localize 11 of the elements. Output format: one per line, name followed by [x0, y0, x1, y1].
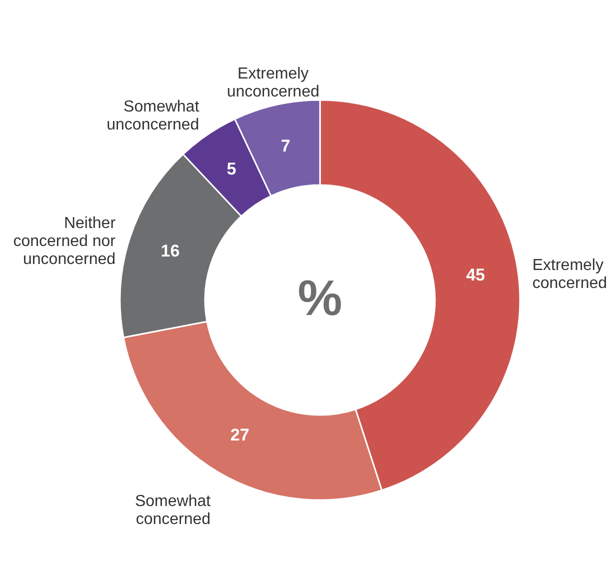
slice-label: Extremely concerned [532, 256, 608, 292]
slice-label: Extremely unconcerned [226, 65, 320, 100]
data-label: 45 [466, 265, 486, 284]
data-label: 16 [160, 241, 180, 260]
slice-label: Neither concerned nor unconcerned [13, 214, 116, 268]
slice-label: Somewhat unconcerned [106, 98, 200, 134]
data-label: 27 [230, 426, 250, 445]
data-label: 7 [280, 136, 290, 156]
data-label: 5 [226, 160, 236, 179]
text: % [298, 270, 342, 326]
slice-label: Somewhat concerned [134, 492, 212, 528]
